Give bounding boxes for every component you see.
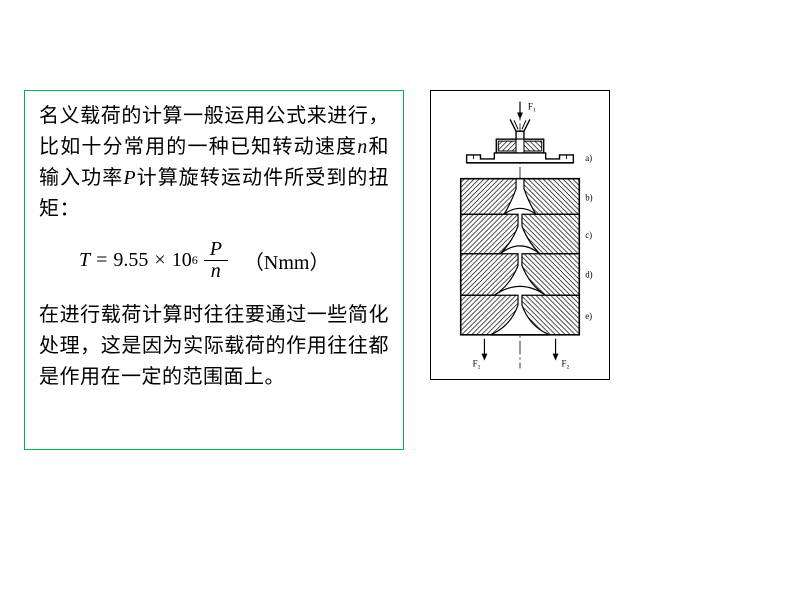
- label-e: e): [585, 311, 592, 321]
- paragraph-1: 名义载荷的计算一般运用公式来进行，比如十分常用的一种已知转动速度n和输入功率P计…: [39, 101, 389, 225]
- unit-text: Nmm: [264, 252, 310, 274]
- label-f1: F₁: [528, 102, 536, 112]
- formula-frac-top: P: [204, 239, 228, 261]
- formula-coef: 9.55: [113, 249, 148, 272]
- formula-frac-bot: n: [205, 261, 227, 282]
- formula-eq: =: [96, 249, 107, 272]
- paragraph-2: 在进行载荷计算时往往要通过一些简化处理，这是因为实际载荷的作用往往都是作用在一定…: [39, 300, 389, 393]
- formula-times: ×: [154, 249, 165, 272]
- unit-open: （: [244, 252, 264, 274]
- technical-drawing: F₁ a): [437, 97, 603, 373]
- bottom-stack: b) c) d) e): [461, 179, 593, 369]
- label-d: d): [585, 269, 592, 279]
- formula-lhs: T: [79, 249, 90, 272]
- label-f2l: F₂: [473, 358, 481, 368]
- unit-close: ）: [309, 252, 329, 274]
- label-c: c): [585, 230, 592, 240]
- label-b: b): [585, 192, 592, 202]
- figure-panel: F₁ a): [430, 90, 610, 380]
- formula-exp: 6: [192, 253, 198, 268]
- label-f2r: F₂: [562, 358, 570, 368]
- formula-frac: P n: [204, 239, 228, 282]
- var-n: n: [357, 136, 368, 158]
- formula: T = 9.55 × 106 P n （Nmm）: [79, 239, 389, 282]
- formula-base: 10: [172, 249, 192, 272]
- text-panel: 名义载荷的计算一般运用公式来进行，比如十分常用的一种已知转动速度n和输入功率P计…: [24, 90, 404, 450]
- var-p: P: [123, 167, 136, 189]
- para1-a: 名义载荷的计算一般运用公式来进行，比如十分常用的一种已知转动速度: [39, 105, 389, 158]
- top-assembly: F₁ a): [467, 102, 593, 163]
- label-a: a): [585, 153, 592, 163]
- formula-unit: （Nmm）: [244, 246, 330, 275]
